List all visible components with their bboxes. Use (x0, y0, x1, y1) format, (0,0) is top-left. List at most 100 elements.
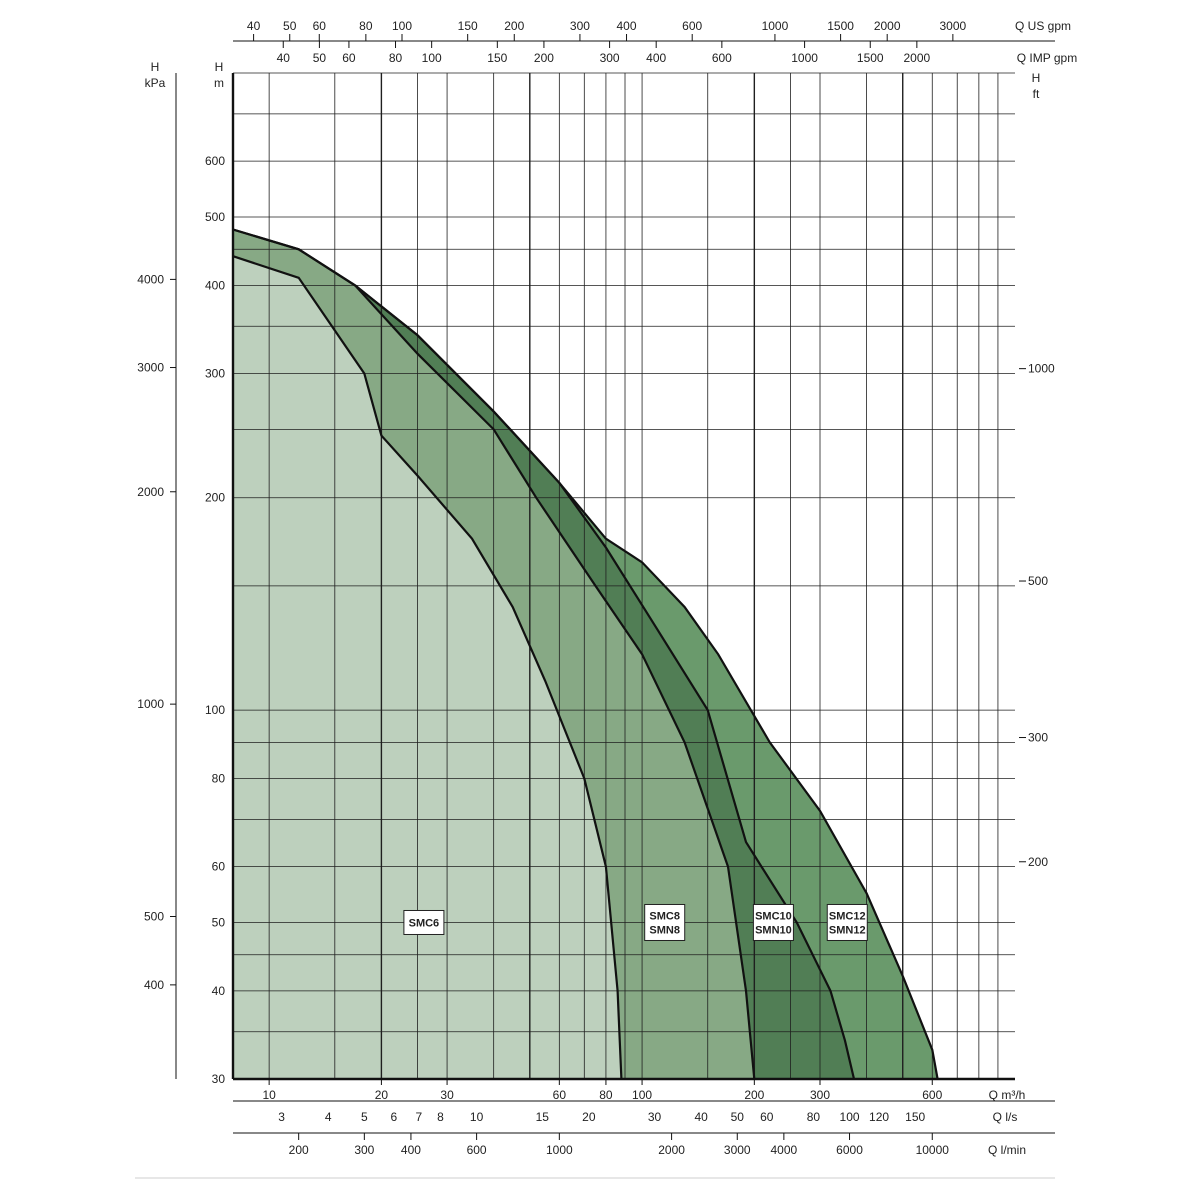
imp-gpm-unit: Q IMP gpm (1017, 51, 1077, 65)
us-gpm-axis-tick-label: 1500 (827, 19, 854, 33)
lmin-tick-label: 4000 (771, 1143, 798, 1157)
ls-unit: Q l/s (993, 1110, 1018, 1124)
imp-gpm-axis-tick-label: 150 (487, 51, 507, 65)
lmin-tick-label: 6000 (836, 1143, 863, 1157)
imp-gpm-axis-tick-label: 60 (342, 51, 356, 65)
series-label-0: SMC12 (829, 910, 866, 922)
us-gpm-axis-tick-label: 2000 (874, 19, 901, 33)
lmin-tick-label: 400 (401, 1143, 421, 1157)
series-label-3: SMC6 (409, 917, 440, 929)
us-gpm-axis-tick-label: 3000 (940, 19, 967, 33)
ft-unit-2: ft (1033, 87, 1040, 101)
m3h-tick-label: 600 (922, 1088, 942, 1102)
imp-gpm-axis-tick-label: 300 (600, 51, 620, 65)
imp-gpm-axis-tick-label: 80 (389, 51, 403, 65)
ls-tick-label: 8 (437, 1110, 444, 1124)
lmin-unit: Q l/min (988, 1143, 1026, 1157)
series-label-box-2 (644, 903, 686, 941)
series-curve-1 (354, 284, 856, 1080)
series-label-1: SMC10 (755, 910, 792, 922)
ls-tick-label: 60 (760, 1110, 774, 1124)
kpa-unit-1: H (151, 60, 160, 74)
axes: 40 50 60 80 100 150 200 300 400 600 1000 1500 2000 30… (135, 19, 1077, 1179)
kpa-tick-label: 1000 (137, 697, 164, 711)
lmin-tick-label: 10000 (916, 1143, 950, 1157)
head-m-tick-label: 30 (212, 1072, 226, 1086)
imp-gpm-axis-tick-label: 2000 (903, 51, 930, 65)
m3h-tick-label: 60 (553, 1088, 567, 1102)
us-gpm-axis-tick-label: 600 (682, 19, 702, 33)
lmin-tick-label: 3000 (724, 1143, 751, 1157)
kpa-tick-label: 4000 (137, 272, 164, 286)
kpa-tick-label: 400 (144, 978, 164, 992)
curve-areas (233, 229, 938, 1079)
ls-tick-label: 80 (807, 1110, 821, 1124)
head-m-tick-label: 500 (205, 210, 225, 224)
m3h-tick-label: 10 (262, 1088, 276, 1102)
imp-gpm-axis-tick-label: 400 (646, 51, 666, 65)
head-m-tick-label: 100 (205, 703, 225, 717)
kpa-tick-label: 2000 (137, 485, 164, 499)
us-gpm-axis-tick-label: 100 (392, 19, 412, 33)
kpa-unit-2: kPa (145, 76, 166, 90)
series-label-2: SMC8 (649, 910, 680, 922)
ls-tick-label: 3 (278, 1110, 285, 1124)
ls-tick-label: 30 (648, 1110, 662, 1124)
lmin-tick-label: 600 (467, 1143, 487, 1157)
imp-gpm-axis-tick-label: 200 (534, 51, 554, 65)
us-gpm-axis-tick-label: 200 (504, 19, 524, 33)
ls-tick-label: 10 (470, 1110, 484, 1124)
ls-tick-label: 120 (869, 1110, 889, 1124)
head-m-tick-label: 400 (205, 278, 225, 292)
series-label-0: SMN12 (829, 924, 866, 936)
m3h-unit: Q m³/h (989, 1088, 1026, 1102)
series-curve-3 (232, 255, 623, 1080)
ls-tick-label: 6 (391, 1110, 398, 1124)
imp-gpm-axis-tick-label: 600 (712, 51, 732, 65)
imp-gpm-axis-tick-label: 1000 (791, 51, 818, 65)
head-m-tick-label: 600 (205, 154, 225, 168)
series-label-box-0 (826, 903, 868, 941)
series-label-box-3 (403, 909, 445, 935)
head-m-unit-2: m (214, 76, 224, 90)
us-gpm-unit: Q US gpm (1015, 19, 1071, 33)
head-m-unit-1: H (215, 60, 224, 74)
series-label-2: SMN8 (649, 924, 680, 936)
curve-lines (232, 228, 939, 1080)
us-gpm-axis-tick-label: 400 (617, 19, 637, 33)
m3h-tick-label: 80 (599, 1088, 613, 1102)
imp-gpm-axis-tick-label: 100 (422, 51, 442, 65)
head-m-tick-label: 50 (212, 915, 226, 929)
lmin-tick-label: 2000 (658, 1143, 685, 1157)
ls-tick-label: 5 (361, 1110, 368, 1124)
us-gpm-axis-tick-label: 40 (247, 19, 261, 33)
ft-unit-1: H (1032, 71, 1041, 85)
m3h-tick-label: 200 (744, 1088, 764, 1102)
head-m-tick-label: 200 (205, 491, 225, 505)
us-gpm-axis-tick-label: 300 (570, 19, 590, 33)
lmin-tick-label: 300 (354, 1143, 374, 1157)
ft-tick-label: 500 (1028, 574, 1048, 588)
ls-tick-label: 50 (731, 1110, 745, 1124)
ls-tick-label: 150 (905, 1110, 925, 1124)
kpa-tick-label: 500 (144, 910, 164, 924)
head-m-tick-label: 40 (212, 984, 226, 998)
m3h-tick-label: 100 (632, 1088, 652, 1102)
series-area-3 (233, 256, 622, 1079)
m3h-tick-label: 300 (810, 1088, 830, 1102)
imp-gpm-axis-tick-label: 40 (277, 51, 291, 65)
ls-tick-label: 7 (415, 1110, 422, 1124)
lmin-tick-label: 200 (289, 1143, 309, 1157)
ft-tick-label: 300 (1028, 731, 1048, 745)
imp-gpm-axis-tick-label: 1500 (857, 51, 884, 65)
series-label-1: SMN10 (755, 924, 792, 936)
series-curve-2 (232, 228, 756, 1080)
ft-tick-label: 1000 (1028, 362, 1055, 376)
us-gpm-axis-tick-label: 50 (283, 19, 297, 33)
m3h-tick-label: 20 (375, 1088, 389, 1102)
imp-gpm-axis-tick-label: 50 (313, 51, 327, 65)
ft-tick-label: 200 (1028, 855, 1048, 869)
us-gpm-axis-tick-label: 1000 (762, 19, 789, 33)
ls-tick-label: 100 (840, 1110, 860, 1124)
